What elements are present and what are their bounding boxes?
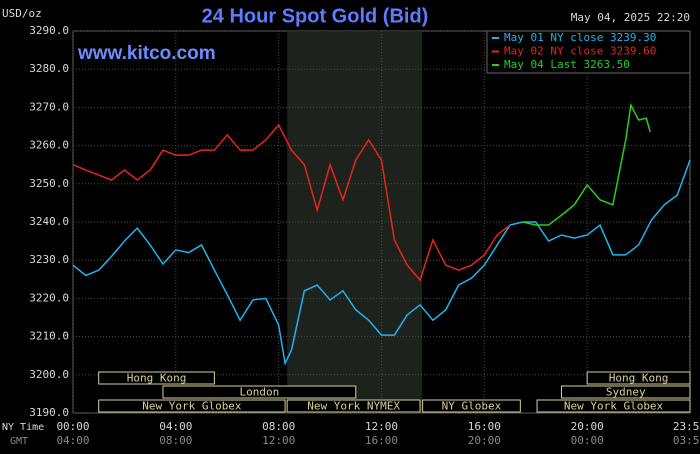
price-line [72,159,691,366]
session-box [162,385,357,399]
x-tick-label: 16:00 [468,420,501,433]
x-tick-label: 08:00 [262,420,295,433]
session-label: London [240,386,280,399]
session-label: New York NYMEX [307,400,400,413]
gmt-tick-label: 04:00 [56,434,89,447]
session-box [536,399,691,413]
y-tick-label: 3240.0 [29,215,69,228]
y-tick-label: 3250.0 [29,177,69,190]
y-tick-label: 3230.0 [29,253,69,266]
gmt-tick-label: 16:00 [365,434,398,447]
session-box [560,385,691,399]
y-tick-label: 3210.0 [29,330,69,343]
session-box [586,371,691,385]
price-line [522,102,651,226]
session-label: New York Globex [564,400,664,413]
x-row-label: NY Time [2,422,44,433]
y-tick-label: 3220.0 [29,291,69,304]
x-tick-label: 00:00 [56,420,89,433]
timestamp: May 04, 2025 22:20 [571,11,690,24]
x-tick-label: 12:00 [365,420,398,433]
legend-label: May 01 NY close 3239.30 [504,31,656,44]
y-tick-label: 3190.0 [29,406,69,419]
session-label: NY Globex [442,400,502,413]
legend-label: May 02 NY close 3239.60 [504,45,656,58]
y-tick-label: 3200.0 [29,368,69,381]
session-label: New York Globex [142,400,242,413]
x-tick-label: 20:00 [571,420,604,433]
session-label: Hong Kong [609,372,669,385]
session-box [98,399,286,413]
y-tick-label: 3260.0 [29,139,69,152]
legend-label: May 04 Last 3263.50 [504,58,630,71]
session-box [98,371,215,385]
x-tick-label: 23:59 [673,420,700,433]
y-tick-label: 3280.0 [29,62,69,75]
y-tick-label: 3270.0 [29,100,69,113]
gmt-tick-label: 20:00 [468,434,501,447]
session-box [422,399,521,413]
y-axis-label: USD/oz [2,7,42,20]
x-tick-label: 04:00 [159,420,192,433]
session-label: Sydney [606,386,646,399]
chart-title: 24 Hour Spot Gold (Bid) [202,5,429,27]
session-highlight [287,31,423,413]
gmt-tick-label: 00:00 [571,434,604,447]
x-row-label: GMT [10,436,28,447]
session-label: Hong Kong [127,372,187,385]
session-box [286,399,421,413]
y-tick-label: 3290.0 [29,24,69,37]
source-label: www.kitco.com [77,43,216,64]
gmt-tick-label: 12:00 [262,434,295,447]
gmt-tick-label: 03:59 [673,434,700,447]
price-line [72,123,511,282]
gmt-tick-label: 08:00 [159,434,192,447]
legend-box [486,30,691,74]
